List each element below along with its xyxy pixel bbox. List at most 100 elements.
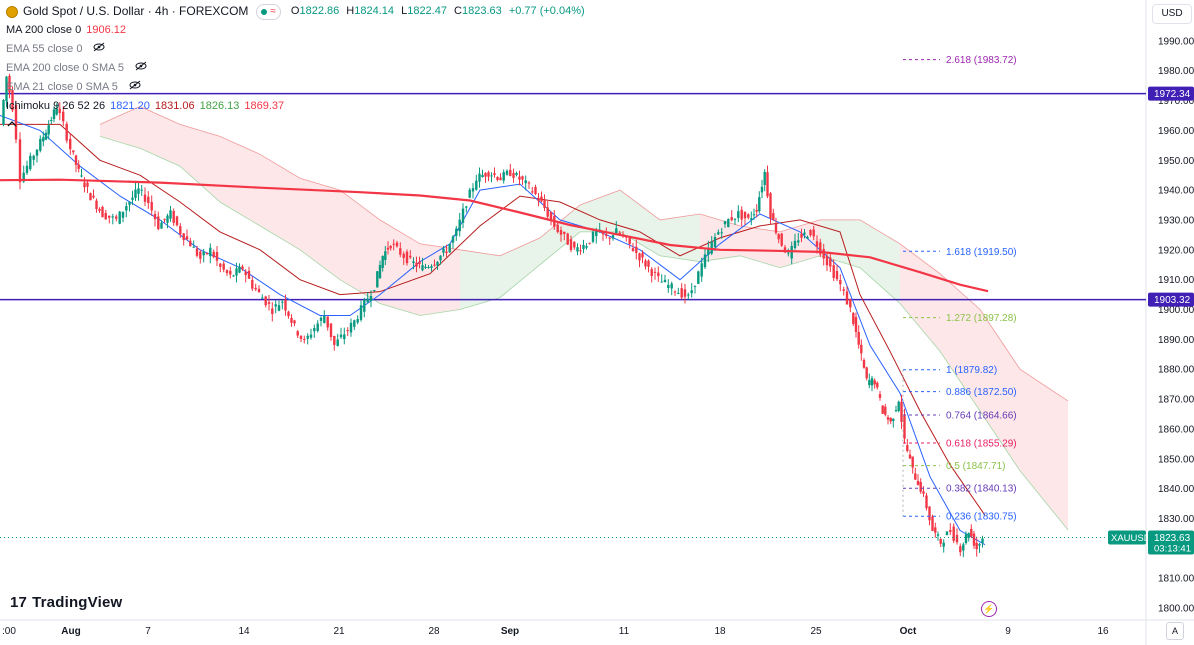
- candle-body: [546, 207, 549, 217]
- candle-body: [8, 75, 11, 93]
- candle-body: [615, 228, 618, 234]
- candle-body: [421, 265, 424, 271]
- fib-level-label-7: 0.5 (1847.71): [946, 461, 1006, 472]
- ohlc-values: O1822.86 H1824.14 L1822.47 C1823.63 +0.7…: [291, 2, 589, 21]
- time-tick-label: 9: [1005, 626, 1011, 637]
- eye-off-icon[interactable]: [135, 59, 147, 78]
- eye-off-icon[interactable]: [129, 78, 141, 97]
- fib-level-label-5: 0.764 (1864.66): [946, 410, 1017, 421]
- candle-body: [108, 215, 111, 218]
- candle-body: [740, 209, 743, 220]
- candle-body: [98, 208, 101, 211]
- price-tick-label: 1990.00: [1158, 36, 1194, 47]
- candle-body: [179, 226, 182, 235]
- eye-off-icon[interactable]: [93, 40, 105, 59]
- candle-body: [710, 241, 713, 254]
- candle-body: [717, 232, 720, 235]
- candle-body: [261, 297, 264, 299]
- candle-body: [128, 202, 131, 205]
- ichimoku-cloud-segment: [340, 190, 380, 304]
- price-tick-label: 1910.00: [1158, 275, 1194, 286]
- candle-body: [857, 332, 860, 345]
- indicator-ema200-row[interactable]: EMA 200 close 0 SMA 5: [6, 59, 589, 78]
- candle-body: [537, 197, 540, 201]
- candle-body: [518, 176, 521, 180]
- candle-body: [852, 312, 855, 324]
- candle-body: [556, 224, 559, 233]
- price-tick-label: 1880.00: [1158, 365, 1194, 376]
- candle-body: [499, 177, 502, 181]
- price-tick-label: 1890.00: [1158, 335, 1194, 346]
- candle-body: [418, 261, 421, 264]
- candle-body: [212, 251, 215, 258]
- collapse-legend-row[interactable]: [6, 116, 589, 135]
- candle-body: [605, 234, 608, 236]
- time-tick-label: Aug: [61, 626, 80, 637]
- candle-body: [945, 531, 949, 536]
- candle-body: [800, 233, 803, 238]
- time-tick-label: 16: [1097, 626, 1109, 637]
- candle-body: [641, 253, 644, 258]
- candle-body: [769, 193, 772, 219]
- candle-body: [405, 251, 409, 264]
- candle-body: [14, 105, 18, 140]
- candle-body: [939, 539, 942, 544]
- candle-body: [232, 275, 235, 277]
- ichimoku-value-kijun: 1831.06: [154, 100, 195, 112]
- hline-price-badge: [1148, 86, 1194, 101]
- fib-level-label-3: 1 (1879.82): [946, 365, 997, 376]
- ichimoku-cloud-segment: [740, 225, 780, 268]
- indicator-ema21-row[interactable]: EMA 21 close 0 SMA 5: [6, 78, 589, 97]
- candle-body: [825, 255, 829, 266]
- currency-selector[interactable]: USD: [1152, 4, 1192, 24]
- candle-body: [916, 480, 920, 486]
- lightning-icon[interactable]: ⚡: [981, 601, 997, 617]
- candle-body: [970, 528, 973, 537]
- candle-body: [534, 186, 537, 194]
- candle-body: [760, 186, 764, 193]
- candle-body: [35, 149, 39, 156]
- candle-body: [559, 230, 563, 235]
- indicator-name: MA 200 close 0: [6, 24, 82, 36]
- candle-body: [772, 213, 775, 221]
- auto-scale-button[interactable]: A: [1166, 622, 1184, 640]
- candle-body: [160, 222, 163, 229]
- candle-body: [683, 289, 687, 297]
- candle-body: [83, 182, 86, 188]
- indicator-ema55-row[interactable]: EMA 55 close 0: [6, 40, 589, 59]
- candle-body: [700, 263, 703, 277]
- candle-body: [343, 334, 346, 340]
- tradingview-logo[interactable]: 17 TradingView: [10, 594, 122, 611]
- candle-body: [959, 546, 962, 553]
- candle-body: [163, 218, 166, 220]
- candle-body: [693, 285, 697, 287]
- market-status-badge[interactable]: ≈: [256, 3, 281, 20]
- fib-level-label-0: 2.618 (1983.72): [946, 55, 1017, 66]
- fib-level-label-2: 1.272 (1897.28): [946, 313, 1017, 324]
- candle-body: [32, 155, 35, 160]
- candle-body: [257, 288, 261, 293]
- chevron-up-icon[interactable]: [6, 116, 18, 135]
- symbol-title[interactable]: Gold Spot / U.S. Dollar · 4h · FOREXCOM: [23, 4, 249, 18]
- price-tick-label: 1930.00: [1158, 215, 1194, 226]
- indicator-ma200-row[interactable]: MA 200 close 0 1906.12: [6, 21, 589, 40]
- candle-body: [502, 172, 505, 181]
- candle-body: [442, 248, 445, 253]
- candle-body: [579, 250, 582, 252]
- price-tick-label: 1850.00: [1158, 454, 1194, 465]
- candle-body: [588, 242, 591, 244]
- candle-body: [229, 270, 232, 275]
- candle-body: [573, 241, 576, 248]
- candle-body: [509, 169, 512, 176]
- candle-body: [527, 182, 531, 184]
- candle-body: [264, 296, 267, 306]
- candle-body: [512, 172, 515, 178]
- candle-body: [886, 417, 890, 420]
- candle-body: [399, 248, 402, 255]
- indicator-name: EMA 55 close 0: [6, 43, 83, 55]
- candle-body: [412, 261, 415, 264]
- logo-text: TradingView: [32, 594, 123, 611]
- indicator-ichimoku-row[interactable]: Ichimoku 9 26 52 26 1821.20 1831.06 1826…: [6, 97, 589, 116]
- candle-body: [806, 236, 809, 239]
